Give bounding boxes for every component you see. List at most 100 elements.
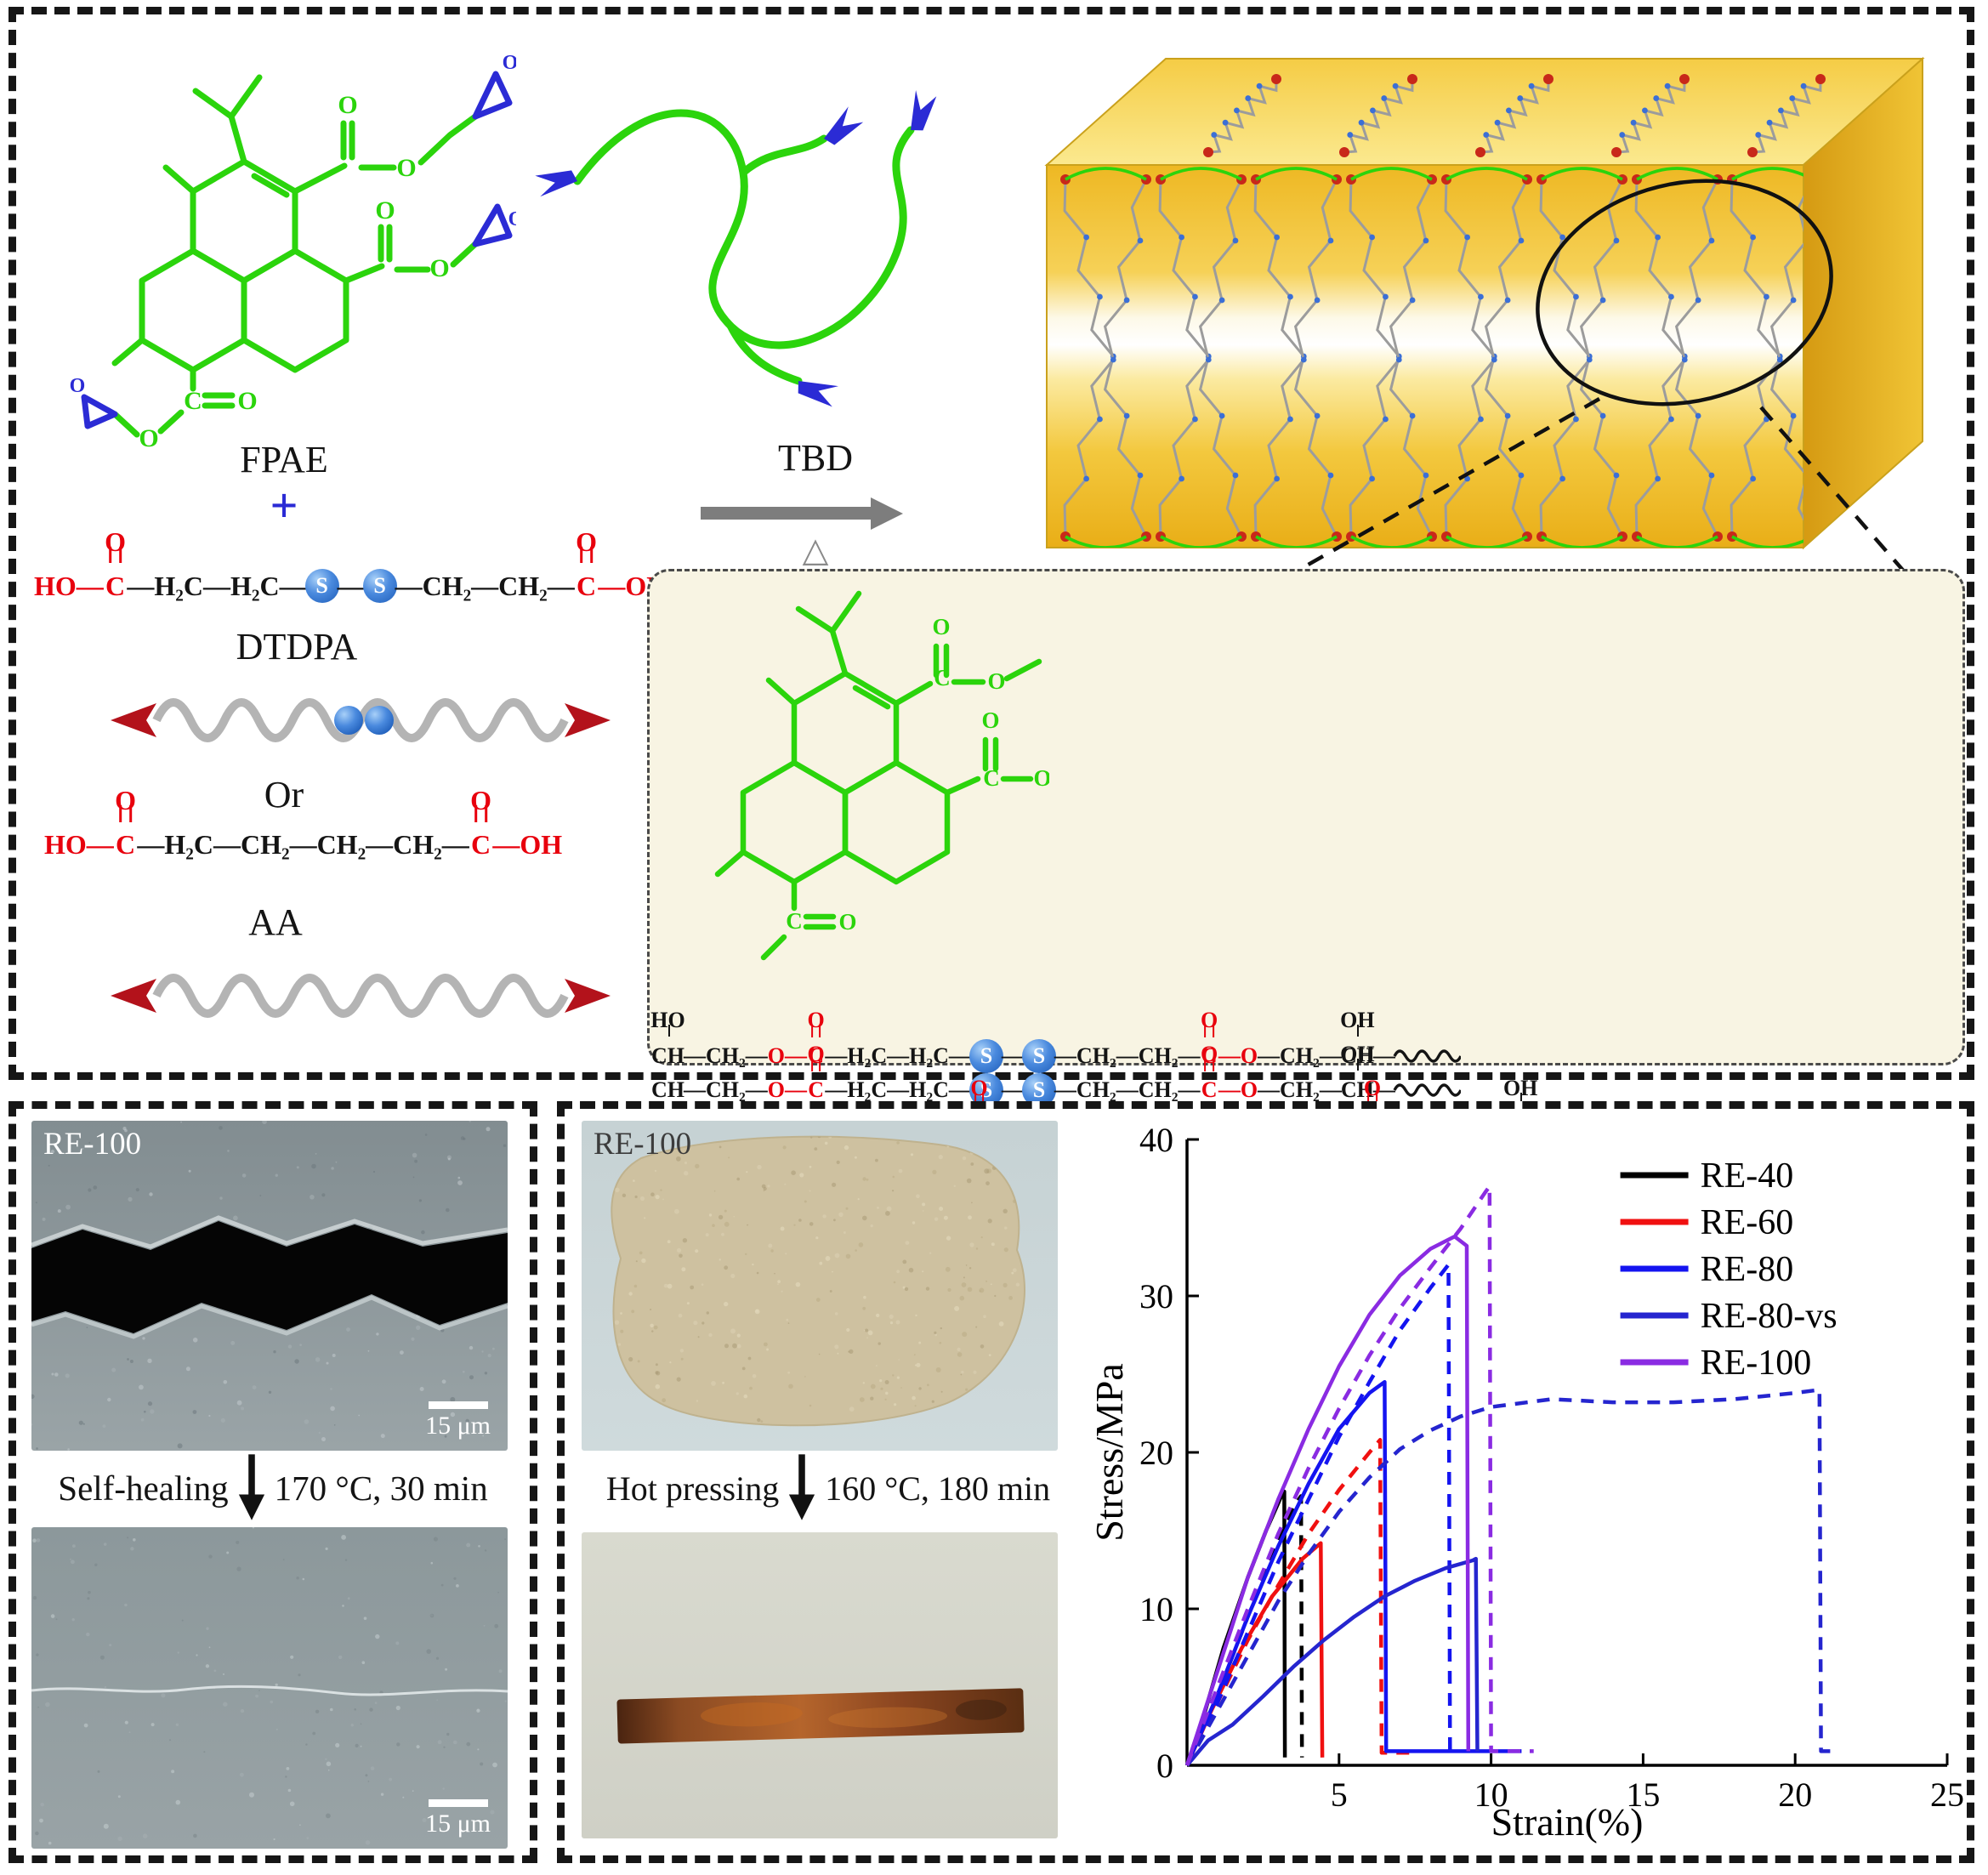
atom-group: H₂C — [847, 1077, 888, 1102]
svg-text:O: O — [981, 707, 999, 733]
powder-pile — [611, 1135, 1025, 1427]
legend-label: RE-80 — [1701, 1250, 1794, 1289]
sem-cracked-graphic — [31, 1121, 508, 1451]
product-chain-2: HOCH—CH₂—O—OC—H₂C—H₂C—S—S—CH₂—CH₂—OC—O—C… — [650, 1042, 1962, 1137]
atom-group: H₂C — [164, 829, 213, 860]
bond: — — [547, 570, 575, 601]
bond: — — [213, 829, 241, 860]
scale-bar-line — [428, 1799, 488, 1807]
double-bond — [108, 546, 122, 564]
atom-group: CH₂ — [1076, 1077, 1116, 1102]
stress-strain-chart: 5 10 15 20 25 0 10 20 30 40 Strain(%) Stress/MPa RE-… — [1088, 1114, 1966, 1850]
or-label: Or — [264, 774, 304, 815]
svg-text:O: O — [508, 208, 516, 230]
sulfur-ball: S — [1021, 1039, 1056, 1073]
svg-text:O: O — [237, 387, 257, 415]
x-tick-label: 10 — [1474, 1776, 1508, 1814]
atom-group: H₂C — [230, 570, 280, 601]
processing-panel: RE-100 Hot pressing 160 °C, 180 min — [557, 1101, 1974, 1863]
atom-group: CH₂ — [706, 1043, 746, 1068]
svg-text:O: O — [139, 424, 158, 452]
bond: — — [1319, 1043, 1342, 1068]
atom-group: CH₂ — [1280, 1043, 1320, 1068]
product-chain-1: HO CH — CH₂ — O — O C — H₂C — H₂C — S — S — CH₂ — CH₂ — O C — O — C… — [650, 1007, 1962, 1073]
double-bond — [1204, 1024, 1215, 1038]
product-structure-box: C O O C O O C O HO CH — CH₂ — O — O C — H₂C — H₂C — S —… — [647, 569, 1965, 1171]
plus-sign: + — [270, 478, 298, 533]
sem-image-healed: 15 μm — [31, 1527, 508, 1849]
tbd-label: TBD — [778, 437, 853, 479]
double-bond — [579, 546, 594, 564]
fpae-skeleton — [111, 74, 479, 438]
svg-text:O: O — [503, 52, 516, 74]
bond: — — [948, 1043, 971, 1068]
scale-bar: 15 μm — [425, 1401, 491, 1440]
oxygen-label: O — [105, 526, 127, 557]
bond: — — [1178, 1043, 1201, 1068]
pressed-strip — [616, 1688, 1025, 1744]
carbon-label: C — [116, 829, 136, 860]
rosin-skeleton-structure: C O O C O O C O — [714, 590, 1052, 961]
rosin-rings — [714, 590, 1042, 961]
atom-group: O — [1240, 1077, 1258, 1102]
carbon-label: C — [1201, 1077, 1218, 1102]
down-arrow-icon — [238, 1454, 264, 1520]
powder-photo: RE-100 — [582, 1121, 1058, 1451]
right-end-cap — [565, 979, 611, 1013]
bond: — — [441, 829, 469, 860]
bond: — — [1178, 1077, 1201, 1102]
atom-group: CH₂ — [1138, 1043, 1179, 1068]
dtdpa-label: DTDPA — [236, 626, 358, 668]
double-bond — [810, 1024, 821, 1038]
oxygen-label: O — [576, 526, 597, 557]
polymer-network-3d — [1044, 56, 1925, 574]
atom-group: CH₂ — [498, 570, 548, 601]
bond: — — [127, 570, 155, 601]
left-end-cap — [111, 703, 156, 737]
sample-label: RE-100 — [594, 1127, 692, 1162]
scale-bar: 15 μm — [425, 1799, 491, 1838]
scale-bar-line — [428, 1401, 488, 1409]
bond: — — [825, 1043, 848, 1068]
atom-group: CH₂ — [393, 829, 442, 860]
legend-label: RE-80-vs — [1701, 1297, 1837, 1336]
x-tick-label: 15 — [1626, 1776, 1660, 1814]
right-end-cap — [565, 703, 611, 737]
double-bond — [810, 1058, 821, 1072]
pressing-condition-label: 160 °C, 180 min — [825, 1469, 1051, 1508]
bond: — — [1258, 1043, 1281, 1068]
svg-text:O: O — [838, 909, 856, 935]
double-bond — [1367, 1092, 1377, 1106]
y-tick-label: 0 — [1156, 1747, 1173, 1785]
dtdpa-formula: HO — O C — H₂C — H₂C — S — S — CH₂ — CH₂ — O C — OH — [31, 526, 670, 603]
bond: — — [471, 570, 499, 601]
atom-group: CH₂ — [1138, 1077, 1179, 1102]
legend-label: RE-100 — [1701, 1344, 1812, 1383]
carbon-label: C — [105, 570, 126, 601]
atom-group: H₂C — [847, 1043, 888, 1068]
y-tick-label: 30 — [1139, 1277, 1173, 1315]
aa-label: AA — [248, 901, 303, 943]
svg-text:C: C — [184, 387, 202, 415]
carbon-label: C — [576, 570, 597, 601]
svg-text:O: O — [1033, 765, 1049, 791]
bond: — — [202, 570, 230, 601]
sem-healed-graphic — [31, 1527, 508, 1849]
callout-line — [1759, 406, 1907, 574]
bond: — — [825, 1077, 848, 1102]
chain-continuation — [1393, 1079, 1461, 1101]
atom-group: CH₂ — [240, 829, 290, 860]
sem-texture — [32, 1527, 507, 1845]
hot-pressing-label: Hot pressing — [605, 1469, 780, 1508]
bond: — — [785, 1077, 808, 1102]
svg-text:O: O — [396, 154, 416, 182]
bond: — — [684, 1043, 706, 1068]
series-RE-80-vs-solid — [1185, 1556, 1480, 1767]
svg-text:O: O — [429, 254, 449, 282]
atom-group: CH₂ — [706, 1077, 746, 1102]
atom-group: CH₂ — [1076, 1043, 1116, 1068]
